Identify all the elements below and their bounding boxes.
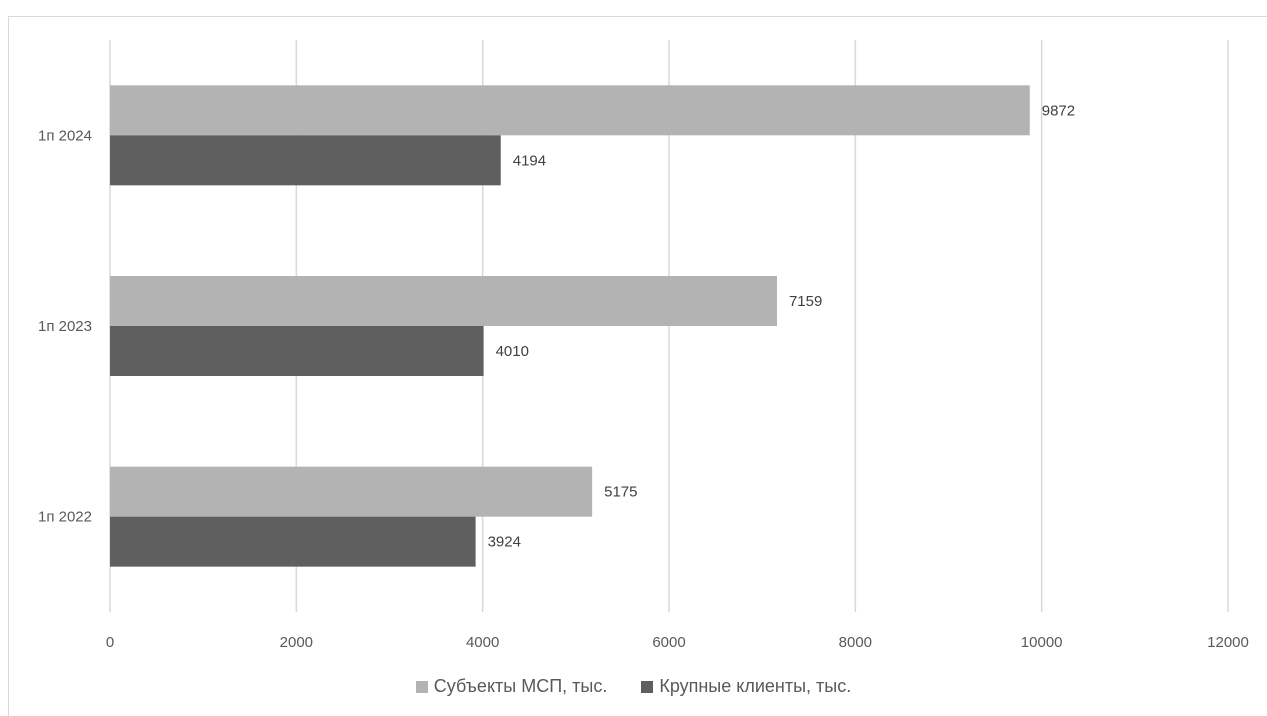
- data-label: 5175: [604, 484, 637, 501]
- bars: [110, 85, 1030, 567]
- legend-label-msp: Субъекты МСП, тыс.: [433, 676, 608, 696]
- legend-swatch-msp: [415, 680, 428, 693]
- legend: Субъекты МСП, тыс. Крупные клиенты, тыс.: [0, 676, 1267, 697]
- x-tick-label: 10000: [1021, 634, 1063, 651]
- labels: 0 2000 4000 6000 8000 10000 12000 5175 3924 1п 20…: [38, 102, 1249, 651]
- x-tick-label: 2000: [280, 634, 313, 651]
- chart-frame: [8, 16, 1267, 716]
- bar-msp-1: [110, 276, 777, 326]
- x-tick-label: 12000: [1207, 634, 1249, 651]
- bar-msp-0: [110, 466, 593, 517]
- bar-large-clients-1: [110, 326, 484, 376]
- category-label: 1п 2024: [38, 127, 92, 144]
- x-tick-label: 4000: [466, 634, 499, 651]
- bar-msp-2: [110, 85, 1030, 136]
- category-label: 1п 2023: [38, 318, 92, 335]
- legend-item-msp: Субъекты МСП, тыс.: [415, 676, 608, 697]
- data-label: 4010: [496, 343, 529, 360]
- legend-label-large-clients: Крупные клиенты, тыс.: [659, 676, 852, 696]
- data-label: 3924: [488, 534, 521, 551]
- x-tick-label: 6000: [652, 634, 685, 651]
- legend-swatch-large-clients: [641, 680, 654, 693]
- x-tick-label: 0: [106, 634, 114, 651]
- bar-large-clients-0: [110, 516, 476, 567]
- category-label: 1п 2022: [38, 509, 92, 526]
- data-label: 4194: [513, 152, 546, 169]
- data-label: 7159: [789, 293, 822, 310]
- legend-item-large-clients: Крупные клиенты, тыс.: [641, 676, 851, 697]
- x-tick-label: 8000: [839, 634, 872, 651]
- data-label: 9872: [1042, 102, 1075, 119]
- bar-large-clients-2: [110, 135, 501, 186]
